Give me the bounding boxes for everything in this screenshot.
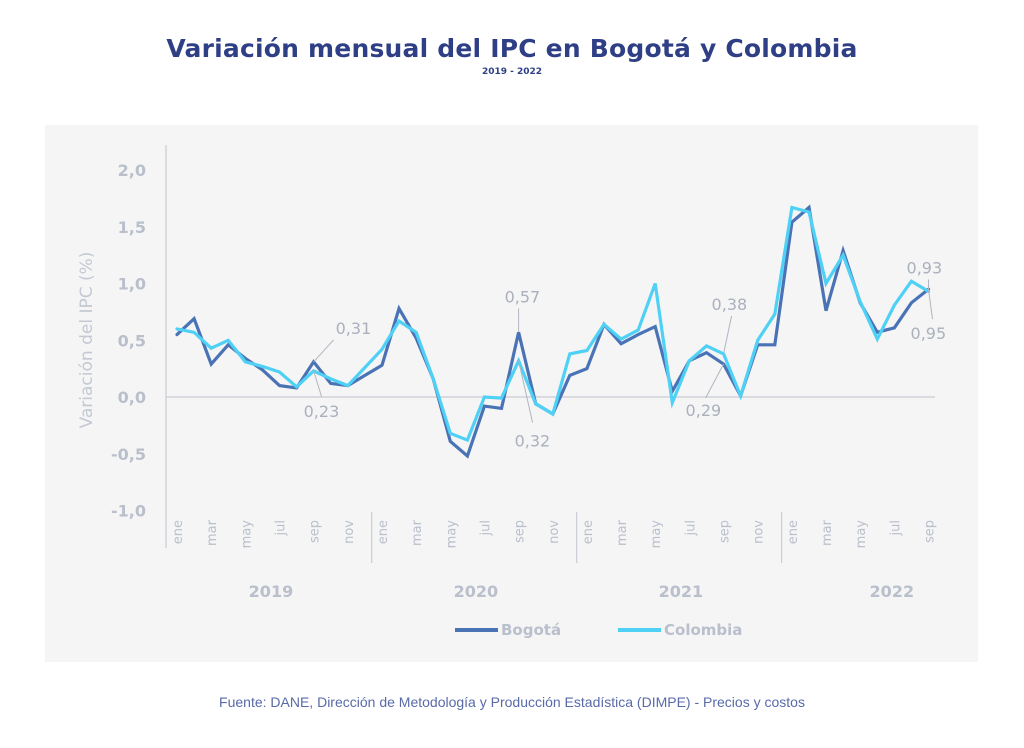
series-line-colombia	[175, 205, 931, 443]
x-tick-label: ene	[171, 520, 186, 544]
x-tick-label: may	[854, 520, 869, 549]
legend-item-colombia: Colombia	[618, 621, 742, 639]
annotation-label: 0,38	[712, 295, 748, 314]
chart-title: Variación mensual del IPC en Bogotá y Co…	[166, 34, 858, 63]
annotation-label: 0,95	[911, 324, 947, 343]
annotation-leader	[723, 315, 733, 354]
annotation-leader	[705, 363, 725, 399]
x-tick-label: may	[444, 520, 459, 549]
year-label: 2022	[870, 582, 915, 601]
year-label: 2021	[659, 582, 704, 601]
y-tick-label: 0,0	[118, 388, 146, 407]
annotation-leader	[928, 289, 934, 320]
series-lines	[175, 204, 931, 459]
x-tick-label: jul	[273, 520, 288, 536]
annotation-label: 0,93	[907, 258, 943, 277]
year-label: 2020	[454, 582, 499, 601]
x-tick-label: nov	[547, 520, 562, 544]
y-tick-label: 0,5	[118, 331, 146, 350]
x-tick-label: sep	[513, 520, 528, 543]
x-axis-ticks: ene mar may jul sep nov 2019 ene mar may jul sep nov…	[171, 519, 938, 601]
axes	[165, 145, 935, 563]
y-tick-label: 1,5	[118, 218, 146, 237]
x-tick-label: jul	[478, 520, 493, 536]
y-tick-label: -1,0	[111, 502, 146, 521]
legend: Bogotá Colombia	[455, 621, 742, 639]
x-tick-label: sep	[923, 520, 938, 543]
annotation-label: 0,57	[505, 287, 541, 306]
annotation-leader	[313, 370, 323, 398]
source-note: Fuente: DANE, Dirección de Metodología y…	[219, 694, 805, 710]
x-tick-label: mar	[615, 519, 630, 546]
y-tick-label: 2,0	[118, 161, 146, 180]
annotation-label: 0,32	[515, 432, 551, 451]
x-tick-label: jul	[888, 520, 903, 536]
annotation-leader	[313, 339, 335, 363]
x-tick-label: ene	[786, 520, 801, 544]
x-tick-label: mar	[410, 519, 425, 546]
annotation-label: 0,23	[304, 402, 340, 421]
y-tick-label: 1,0	[118, 275, 146, 294]
chart-subtitle: 2019 - 2022	[481, 67, 543, 77]
x-tick-label: may	[649, 520, 664, 549]
x-tick-label: nov	[752, 520, 767, 544]
legend-label: Bogotá	[501, 621, 561, 639]
year-label: 2019	[249, 582, 294, 601]
y-tick-label: -0,5	[111, 445, 146, 464]
y-axis-ticks: 2,0 1,5 1,0 0,5 0,0 -0,5 -1,0	[111, 161, 146, 521]
annotation-label: 0,31	[336, 319, 372, 338]
legend-label: Colombia	[664, 621, 742, 639]
x-tick-label: mar	[205, 519, 220, 546]
x-tick-label: nov	[342, 520, 357, 544]
x-tick-label: sep	[718, 520, 733, 543]
x-tick-label: ene	[581, 520, 596, 544]
y-axis-label: Variación del IPC (%)	[77, 252, 97, 429]
x-tick-label: sep	[308, 520, 323, 543]
x-tick-label: may	[239, 520, 254, 549]
annotations: 0,31 0,23 0,57 0,32 0,38 0,29 0,93 0,95	[304, 258, 947, 450]
x-tick-label: mar	[820, 519, 835, 546]
annotation-leader	[518, 360, 534, 423]
x-tick-label: jul	[683, 520, 698, 536]
chart-panel	[45, 125, 978, 662]
legend-item-bogota: Bogotá	[455, 621, 561, 639]
annotation-label: 0,29	[686, 401, 722, 420]
x-tick-label: ene	[376, 520, 391, 544]
